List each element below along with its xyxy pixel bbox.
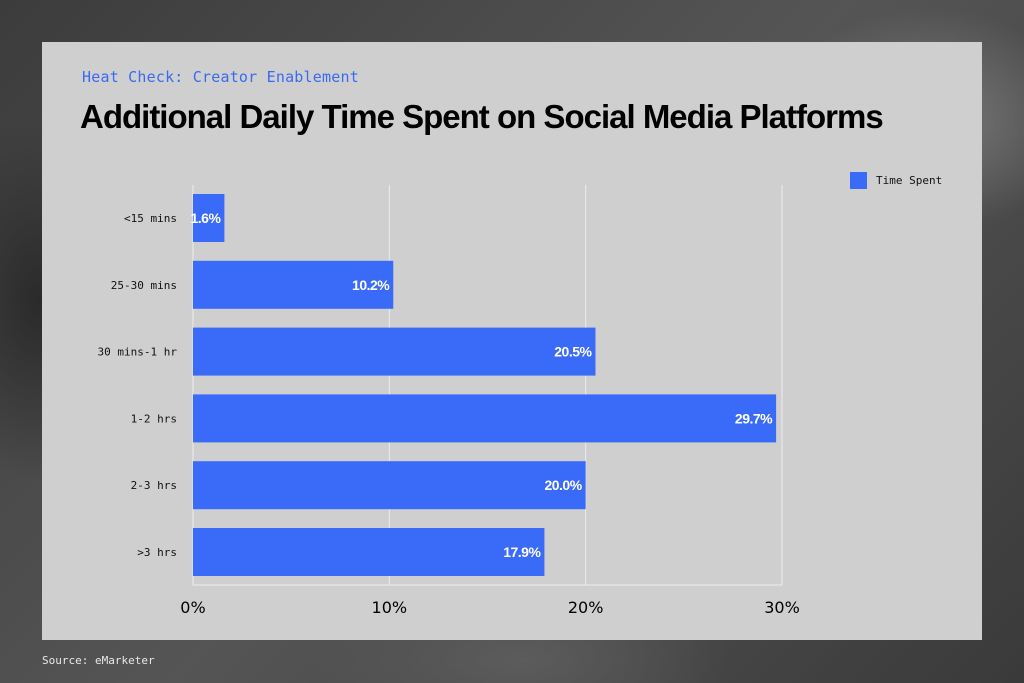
category-label: 30 mins-1 hr [98, 346, 178, 359]
kicker-text: Heat Check: Creator Enablement [82, 68, 359, 86]
bar-value-label: 29.7% [735, 410, 773, 426]
bar-value-label: 17.9% [503, 544, 541, 560]
x-tick-label: 0% [180, 598, 205, 617]
x-tick-label: 30% [764, 598, 800, 617]
bar [193, 327, 596, 376]
bar-value-label: 1.6% [190, 210, 221, 226]
bar [193, 528, 545, 576]
bar [193, 194, 225, 242]
x-axis: 0% 10% 20% 30% [180, 584, 800, 617]
category-label: 2-3 hrs [131, 479, 177, 492]
category-label: 25-30 mins [111, 279, 177, 292]
x-tick-label: 20% [568, 598, 604, 617]
legend-swatch [850, 172, 867, 189]
category-label: >3 hrs [137, 546, 177, 559]
legend: Time Spent [850, 172, 942, 189]
bar-value-label: 10.2% [352, 277, 390, 293]
bar [193, 461, 586, 510]
category-label: <15 mins [124, 212, 177, 225]
gridlines [192, 185, 783, 585]
category-labels: <15 mins 25-30 mins 30 mins-1 hr 1-2 hrs 2-3… [98, 212, 178, 559]
bars: 1.6% 10.2% 20.5% 29.7% 20.0% 17.9% [190, 194, 777, 576]
category-label: 1-2 hrs [131, 412, 177, 425]
bar-value-label: 20.5% [554, 344, 592, 360]
chart-title: Additional Daily Time Spent on Social Me… [80, 98, 884, 135]
bar [193, 260, 394, 309]
bar [193, 394, 777, 443]
x-tick-label: 10% [372, 598, 408, 617]
legend-label: Time Spent [876, 174, 943, 187]
source-note: Source: eMarketer [42, 654, 155, 667]
bar-value-label: 20.0% [544, 477, 582, 493]
